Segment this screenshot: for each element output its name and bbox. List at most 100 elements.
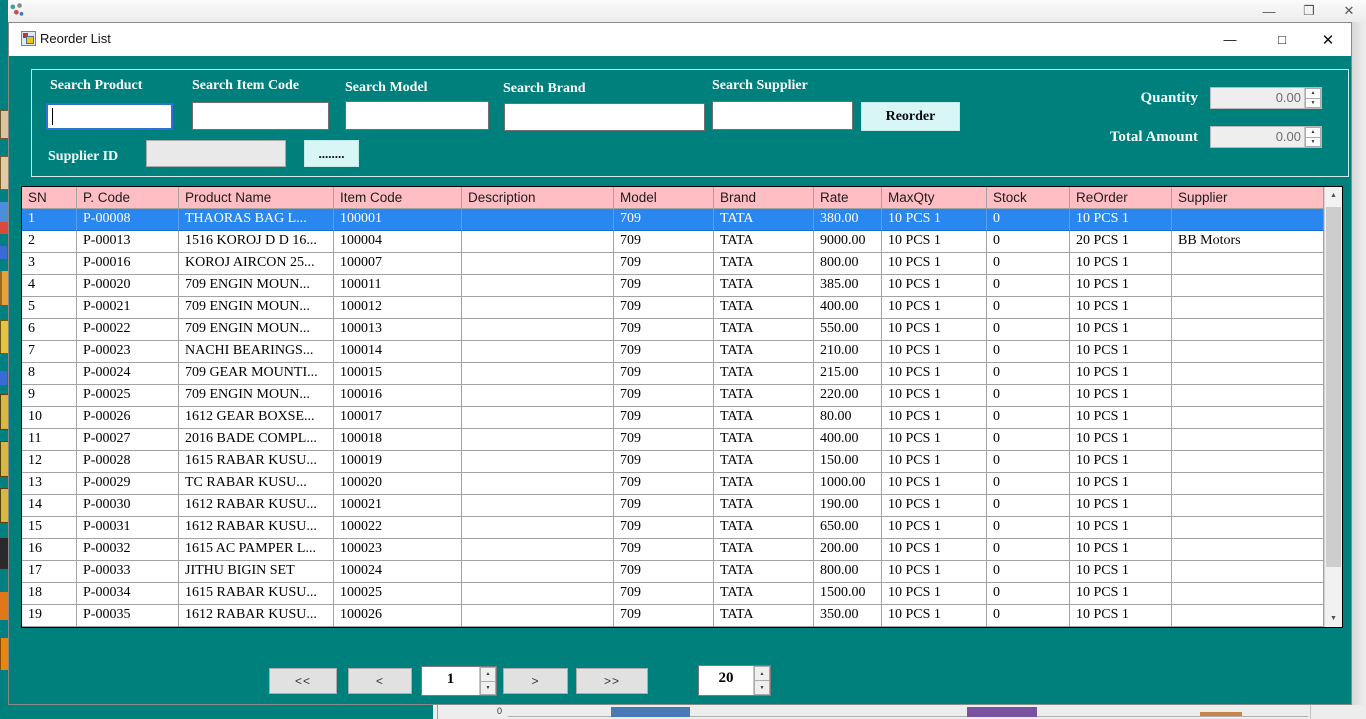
grid-cell[interactable]: 709 bbox=[614, 253, 714, 275]
grid-cell[interactable]: P-00028 bbox=[77, 451, 179, 473]
search-product-input[interactable] bbox=[46, 103, 173, 130]
grid-cell[interactable]: 709 bbox=[614, 231, 714, 253]
grid-cell[interactable]: 709 bbox=[614, 517, 714, 539]
grid-cell[interactable]: 10 PCS 1 bbox=[1070, 605, 1172, 627]
spin-down-icon[interactable]: ▼ bbox=[754, 680, 770, 695]
grid-cell[interactable]: 150.00 bbox=[814, 451, 882, 473]
vertical-scrollbar[interactable]: ▲ ▼ bbox=[1324, 187, 1342, 627]
grid-cell[interactable]: 1615 RABAR KUSU... bbox=[179, 583, 334, 605]
grid-cell[interactable] bbox=[1172, 253, 1324, 275]
grid-cell[interactable]: 10 PCS 1 bbox=[1070, 209, 1172, 231]
table-row[interactable]: 18 P-00034 1615 RABAR KUSU... 100025 709 TATA… bbox=[22, 583, 1324, 605]
grid-cell[interactable]: TATA bbox=[714, 451, 814, 473]
grid-cell[interactable]: 709 bbox=[614, 539, 714, 561]
table-row[interactable]: 7 P-00023 NACHI BEARINGS... 100014 709 TATA 21… bbox=[22, 341, 1324, 363]
grid-cell[interactable]: P-00029 bbox=[77, 473, 179, 495]
outer-restore-icon[interactable]: ❐ bbox=[1303, 3, 1315, 18]
grid-cell[interactable] bbox=[1172, 583, 1324, 605]
spin-down-icon[interactable]: ▼ bbox=[1305, 97, 1321, 108]
grid-cell[interactable]: 10 PCS 1 bbox=[1070, 297, 1172, 319]
table-row[interactable]: 5 P-00021 709 ENGIN MOUN... 100012 709 TATA 40… bbox=[22, 297, 1324, 319]
spin-down-icon[interactable]: ▼ bbox=[480, 680, 496, 695]
grid-cell[interactable]: 709 ENGIN MOUN... bbox=[179, 275, 334, 297]
grid-cell[interactable]: 709 bbox=[614, 385, 714, 407]
grid-cell[interactable]: 10 PCS 1 bbox=[882, 473, 987, 495]
grid-column-header[interactable]: Product Name bbox=[179, 187, 334, 209]
grid-cell[interactable]: 100015 bbox=[334, 363, 462, 385]
grid-cell[interactable]: 100013 bbox=[334, 319, 462, 341]
grid-cell[interactable]: 10 PCS 1 bbox=[1070, 319, 1172, 341]
grid-cell[interactable]: 10 PCS 1 bbox=[882, 319, 987, 341]
grid-cell[interactable]: 215.00 bbox=[814, 363, 882, 385]
grid-cell[interactable]: 14 bbox=[22, 495, 77, 517]
grid-cell[interactable]: 100024 bbox=[334, 561, 462, 583]
grid-cell[interactable]: 550.00 bbox=[814, 319, 882, 341]
grid-cell[interactable]: 10 PCS 1 bbox=[1070, 517, 1172, 539]
grid-column-header[interactable]: Model bbox=[614, 187, 714, 209]
grid-cell[interactable]: 100012 bbox=[334, 297, 462, 319]
grid-cell[interactable] bbox=[1172, 561, 1324, 583]
grid-cell[interactable]: 709 bbox=[614, 363, 714, 385]
grid-cell[interactable]: 10 PCS 1 bbox=[1070, 473, 1172, 495]
grid-cell[interactable]: 1000.00 bbox=[814, 473, 882, 495]
spin-up-icon[interactable]: ▲ bbox=[1305, 88, 1321, 98]
grid-cell[interactable] bbox=[462, 517, 614, 539]
grid-cell[interactable]: P-00016 bbox=[77, 253, 179, 275]
grid-cell[interactable]: 1612 GEAR BOXSE... bbox=[179, 407, 334, 429]
scroll-up-icon[interactable]: ▲ bbox=[1325, 187, 1342, 204]
grid-cell[interactable]: 350.00 bbox=[814, 605, 882, 627]
grid-cell[interactable]: TATA bbox=[714, 605, 814, 627]
grid-cell[interactable]: 0 bbox=[987, 429, 1070, 451]
grid-cell[interactable]: 10 PCS 1 bbox=[1070, 407, 1172, 429]
grid-cell[interactable]: 650.00 bbox=[814, 517, 882, 539]
grid-cell[interactable]: 10 PCS 1 bbox=[1070, 429, 1172, 451]
grid-cell[interactable] bbox=[462, 473, 614, 495]
grid-cell[interactable]: 0 bbox=[987, 275, 1070, 297]
grid-column-header[interactable]: SN bbox=[22, 187, 77, 209]
grid-cell[interactable]: 10 PCS 1 bbox=[882, 231, 987, 253]
spin-down-icon[interactable]: ▼ bbox=[1305, 136, 1321, 147]
grid-cell[interactable] bbox=[462, 561, 614, 583]
grid-cell[interactable]: 709 bbox=[614, 583, 714, 605]
grid-cell[interactable]: 10 PCS 1 bbox=[882, 253, 987, 275]
grid-cell[interactable]: 100001 bbox=[334, 209, 462, 231]
grid-cell[interactable]: 1615 RABAR KUSU... bbox=[179, 451, 334, 473]
grid-cell[interactable]: P-00027 bbox=[77, 429, 179, 451]
grid-cell[interactable]: 13 bbox=[22, 473, 77, 495]
grid-column-header[interactable]: ReOrder bbox=[1070, 187, 1172, 209]
grid-cell[interactable]: 10 PCS 1 bbox=[1070, 341, 1172, 363]
grid-cell[interactable]: 2016 BADE COMPL... bbox=[179, 429, 334, 451]
grid-cell[interactable] bbox=[1172, 451, 1324, 473]
grid-cell[interactable] bbox=[462, 451, 614, 473]
grid-cell[interactable]: TATA bbox=[714, 253, 814, 275]
grid-cell[interactable]: TATA bbox=[714, 407, 814, 429]
outer-close-icon[interactable]: ✕ bbox=[1343, 3, 1355, 18]
grid-cell[interactable]: 10 PCS 1 bbox=[882, 363, 987, 385]
grid-cell[interactable] bbox=[462, 407, 614, 429]
grid-cell[interactable]: 2 bbox=[22, 231, 77, 253]
grid-cell[interactable]: 1516 KOROJ D D 16... bbox=[179, 231, 334, 253]
grid-cell[interactable]: 10 PCS 1 bbox=[882, 297, 987, 319]
grid-cell[interactable]: 0 bbox=[987, 495, 1070, 517]
grid-cell[interactable]: TATA bbox=[714, 517, 814, 539]
grid-cell[interactable]: TATA bbox=[714, 319, 814, 341]
grid-cell[interactable]: 10 PCS 1 bbox=[1070, 253, 1172, 275]
grid-cell[interactable]: 220.00 bbox=[814, 385, 882, 407]
grid-cell[interactable]: 1615 AC PAMPER L... bbox=[179, 539, 334, 561]
grid-cell[interactable]: 10 PCS 1 bbox=[1070, 583, 1172, 605]
titlebar[interactable]: Reorder List — □ ✕ bbox=[9, 23, 1351, 56]
grid-cell[interactable]: 5 bbox=[22, 297, 77, 319]
grid-cell[interactable]: P-00023 bbox=[77, 341, 179, 363]
grid-cell[interactable]: P-00032 bbox=[77, 539, 179, 561]
grid-cell[interactable] bbox=[462, 319, 614, 341]
grid-cell[interactable]: 0 bbox=[987, 341, 1070, 363]
grid-cell[interactable]: 100011 bbox=[334, 275, 462, 297]
grid-cell[interactable]: 10 PCS 1 bbox=[882, 539, 987, 561]
grid-cell[interactable]: 709 bbox=[614, 561, 714, 583]
grid-cell[interactable]: 10 PCS 1 bbox=[882, 429, 987, 451]
grid-cell[interactable]: 10 PCS 1 bbox=[1070, 363, 1172, 385]
grid-cell[interactable]: 709 GEAR MOUNTI... bbox=[179, 363, 334, 385]
grid-cell[interactable]: P-00031 bbox=[77, 517, 179, 539]
grid-cell[interactable]: 10 PCS 1 bbox=[882, 275, 987, 297]
grid-cell[interactable] bbox=[1172, 605, 1324, 627]
